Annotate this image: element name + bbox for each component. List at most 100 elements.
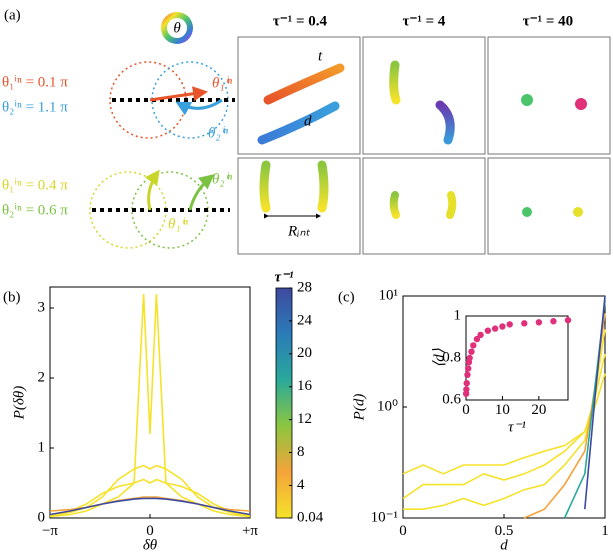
x-axis-label: δθ [143, 537, 158, 552]
colorbar-tick-label: 0.04 [297, 509, 324, 525]
initial-angle: θ₁ⁱⁿ = 0.4 π [2, 177, 68, 193]
y-tick-label: 3 [38, 299, 46, 315]
snapshot-box [362, 157, 486, 255]
colorbar-label: τ⁻¹ [274, 269, 293, 285]
colorbar-tick-label: 20 [297, 345, 312, 361]
point [506, 321, 513, 328]
filament [575, 98, 587, 110]
y-tick-label: 10⁻¹ [371, 509, 398, 525]
snapshot-box [487, 157, 611, 255]
point [521, 320, 528, 327]
colorbar-tick-label: 12 [297, 411, 312, 427]
wheel-symbol: θ [173, 20, 181, 36]
y-tick-label: 0 [38, 509, 46, 525]
arrow [175, 98, 223, 116]
point [473, 335, 481, 343]
point [535, 319, 543, 326]
angle-label: θ₁ⁱⁿ [168, 216, 188, 232]
series-line [49, 464, 251, 517]
x-tick-label: 20 [531, 402, 546, 418]
series-line [584, 295, 606, 510]
initial-angle: θ₂ⁱⁿ = 1.1 π [2, 99, 68, 115]
column-header: τ⁻¹ = 4 [403, 13, 446, 29]
filament [317, 160, 329, 213]
angle-label: θ₂ⁱⁿ [208, 125, 228, 141]
annotation: Rᵢₙₜ [287, 223, 311, 239]
point [464, 371, 471, 378]
arrow [144, 169, 160, 211]
colorbar-tick-label: 8 [297, 444, 305, 460]
point [491, 325, 499, 332]
x-tick-label: 0 [399, 523, 407, 539]
filament [435, 100, 455, 145]
y-axis-label: P(δθ) [11, 386, 27, 421]
series-line [49, 497, 251, 516]
y-tick-label: 1 [454, 307, 462, 323]
panel-label: (c) [338, 289, 355, 305]
series-line [50, 293, 250, 518]
x-tick-label: 0.5 [495, 523, 514, 539]
filament [573, 207, 583, 217]
point [463, 386, 470, 393]
point [550, 318, 557, 325]
series-line [49, 478, 251, 516]
initial-angle: θ₁ⁱⁿ = 0.1 π [2, 74, 68, 90]
x-tick-label: 10 [495, 402, 510, 418]
colorbar-tick-label: 4 [297, 477, 305, 493]
filament [257, 101, 340, 145]
plot-area [49, 286, 251, 519]
x-tick-label: 1 [601, 523, 609, 539]
snapshot-box [487, 36, 611, 155]
point [466, 354, 473, 362]
colorbar-tick-label: 24 [297, 312, 313, 328]
point [564, 317, 572, 324]
column-header: τ⁻¹ = 0.4 [273, 13, 328, 29]
y-axis-label: ⟨d⟩ [431, 348, 447, 367]
filament [263, 63, 345, 105]
colorbar [275, 287, 293, 519]
y-tick-label: 10¹ [379, 287, 399, 303]
filament [446, 191, 457, 219]
snapshot-box [237, 157, 361, 255]
point [468, 348, 475, 355]
x-tick-label: 0 [146, 523, 154, 539]
y-tick-label: 1 [38, 439, 46, 455]
y-tick-label: 10⁰ [377, 398, 398, 414]
angle-label: θ₁ⁱⁿ [212, 75, 232, 91]
arrow [149, 86, 208, 102]
x-tick-label: +π [242, 523, 258, 539]
snapshot-box [237, 36, 361, 155]
x-tick-label: 0 [462, 402, 470, 418]
color-wheel-hole [167, 18, 187, 38]
panel-label: (b) [3, 289, 21, 305]
series-line [402, 353, 606, 500]
filament [389, 60, 401, 105]
y-tick-label: 0.6 [442, 391, 461, 407]
filament [389, 191, 400, 219]
point [499, 323, 506, 330]
annotation: t [318, 48, 323, 64]
point [464, 365, 472, 372]
panel-label: (a) [4, 7, 21, 23]
x-axis-label: τ⁻¹ [508, 419, 526, 435]
y-axis-label: P(d) [351, 394, 367, 422]
snapshot-box [362, 36, 486, 155]
filament [259, 160, 271, 213]
series-line [403, 329, 606, 510]
column-header: τ⁻¹ = 40 [523, 13, 573, 29]
annotation: d [304, 113, 312, 129]
arrow [188, 174, 215, 211]
x-axis-label: d [500, 537, 508, 552]
point [463, 380, 470, 387]
point [470, 342, 477, 349]
point [477, 331, 484, 339]
point [484, 327, 492, 334]
y-tick-label: 0.8 [442, 349, 461, 365]
y-tick-label: 2 [38, 369, 46, 385]
colorbar-tick-label: 28 [297, 279, 312, 295]
x-tick-label: −π [42, 523, 58, 539]
filament [522, 207, 532, 217]
filament [521, 94, 533, 106]
angle-label: θ₂ⁱⁿ [212, 171, 232, 187]
